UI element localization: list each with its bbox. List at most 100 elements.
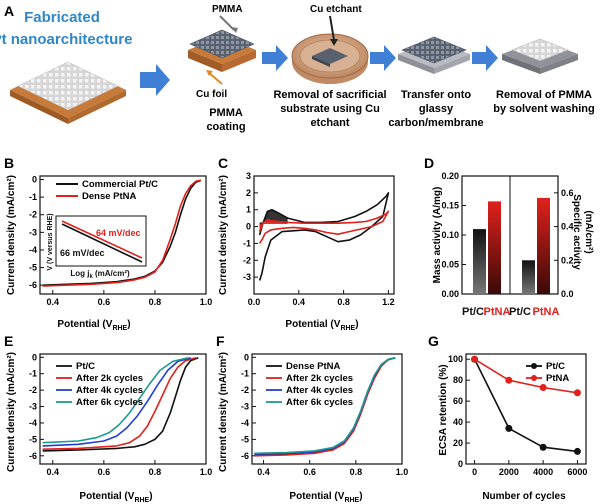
y-tick-label: 0 — [458, 459, 463, 469]
plot-frame — [39, 175, 207, 295]
panel-d-ylabel-right: Specific activity — [571, 194, 582, 270]
panel-f-label: F — [216, 333, 225, 349]
legend-dense-ptna: Dense PtNA — [82, 191, 137, 202]
panel-f-ylabel: Current density (mA/cm²) — [218, 352, 229, 472]
panel-d-cat-ptna-right: PtNA — [533, 306, 560, 318]
inset-slope-ptna: 64 mV/dec — [96, 228, 141, 238]
y-tick-label: -4 — [29, 418, 37, 428]
step3-caption-line3: carbon/membrane — [388, 117, 483, 129]
x-tick-label: 0.4 — [47, 297, 60, 307]
y-tick-label: 80 — [453, 375, 463, 385]
panel-b-axes: 0.4 0.6 0.8 1.0 0 -1 -2 -3 -4 -5 -6 — [29, 175, 212, 307]
data-point — [539, 443, 547, 451]
panel-g: G 0 2000 4000 6000 0 20 40 60 80 100 ECSA retenti… — [428, 333, 587, 502]
x-tick-label: 1.0 — [200, 467, 213, 477]
series-line-after-2k-cycles — [254, 357, 396, 457]
panel-g-ylabel: ECSA retention (%) — [438, 364, 449, 455]
panel-b-xlabel: Potential (VRHE) — [57, 319, 130, 332]
panel-a-title-line1: Fabricated — [24, 9, 100, 26]
plot-frame — [465, 353, 587, 465]
y-tick-label: -6 — [29, 451, 37, 461]
y-tick-label: 3 — [246, 171, 251, 181]
panel-c-axes: 0.0 0.4 0.8 1.2 3 2 1 0 -1 -2 -3 — [243, 171, 395, 307]
y-tick-label: -3 — [243, 272, 251, 282]
legend-label: After 2k cycles — [286, 373, 353, 384]
panel-c: C 0.0 0.4 0.8 1.2 3 2 1 0 -1 -2 -3 Current density… — [218, 155, 395, 332]
pointer-arrowhead-icon — [231, 27, 238, 33]
pmma-label: PMMA — [212, 4, 243, 15]
step4-caption-line1: Removal of PMMA — [496, 89, 592, 101]
pointer-arrowhead-icon — [330, 39, 338, 46]
y-tick-label: -3 — [29, 402, 37, 412]
x-tick-label: 0.8 — [350, 467, 363, 477]
y-tick-label: 100 — [448, 354, 463, 364]
series-line-commercial-pt-c — [42, 179, 202, 286]
bar-specific-activity-ptc — [522, 260, 535, 294]
inset-xlabel: Log jk (mA/cm²) — [70, 269, 130, 280]
legend-label: After 6k cycles — [286, 397, 353, 408]
panel-e: E 0.4 0.6 0.8 1.0 0 -1 -2 -3 -4 -5 -6 Current dens… — [4, 333, 212, 504]
series-line-after-2k-cycles — [42, 357, 197, 450]
y-tick-label-right: 0.6 — [561, 188, 574, 198]
arrow-icon — [140, 64, 170, 96]
x-tick-label: 0.6 — [98, 297, 111, 307]
y-tick-label: -6 — [241, 451, 249, 461]
bar-mass-activity-ptc — [473, 229, 486, 294]
petri-dish-illustration — [291, 33, 369, 84]
panel-a: A Fabricated Pt nanoarchitecture PMMA Cu… — [0, 3, 595, 133]
y-tick-label-right: 0.4 — [561, 222, 574, 232]
panel-c-xlabel: Potential (VRHE) — [285, 319, 358, 332]
x-tick-label: 0.0 — [248, 297, 261, 307]
x-tick-label: 0.6 — [98, 467, 111, 477]
step3-caption-line2: glassy — [419, 103, 454, 115]
inset-slope-ptc: 66 mV/dec — [60, 248, 105, 258]
series-line-ptna — [474, 358, 578, 394]
panel-b-inset: 64 mV/dec 66 mV/dec Log jk (mA/cm²) V (V… — [47, 213, 147, 280]
panel-b-ylabel: Current density (mA/cm²) — [6, 175, 17, 295]
panel-a-title-line2: Pt nanoarchitecture — [0, 31, 132, 48]
x-tick-label: 4000 — [533, 467, 553, 477]
y-tick-label-right: 0.2 — [561, 255, 574, 265]
pt-nanoarchitecture-illustration — [10, 61, 126, 124]
arrow-icon — [472, 45, 498, 71]
y-tick-label-left: 0.05 — [441, 260, 459, 270]
x-tick-label: 1.0 — [396, 467, 409, 477]
data-point — [471, 355, 479, 363]
x-tick-label: 1.2 — [382, 297, 395, 307]
y-tick-label: -4 — [29, 245, 37, 255]
legend-label: After 2k cycles — [76, 373, 143, 384]
y-tick-label: -4 — [241, 418, 249, 428]
panel-g-axes: 0 2000 4000 6000 0 20 40 60 80 100 — [448, 353, 587, 477]
panel-d-label: D — [424, 155, 434, 171]
y-tick-label: -6 — [29, 280, 37, 290]
shaded-hupd-region-ptna — [259, 219, 288, 232]
panel-f-xlabel: Potential (VRHE) — [289, 491, 362, 504]
panel-d-ylabel-right-unit: (mA/cm²) — [583, 210, 594, 253]
y-tick-label: 60 — [453, 396, 463, 406]
x-tick-label: 2000 — [499, 467, 519, 477]
legend-label: After 4k cycles — [286, 385, 353, 396]
x-tick-label: 0.4 — [47, 467, 60, 477]
y-tick-label: -1 — [243, 238, 251, 248]
step2-caption-line2: substrate using Cu — [280, 103, 380, 115]
y-tick-label: 0 — [246, 222, 251, 232]
x-tick-label: 6000 — [567, 467, 587, 477]
step4-caption-line2: by solvent washing — [493, 103, 594, 115]
panel-d-cat-ptc-right: Pt/C — [509, 306, 531, 318]
y-tick-label: 1 — [246, 205, 251, 215]
step1-caption-line1: PMMA — [209, 107, 243, 119]
plot-frame — [251, 353, 403, 465]
pointer-arrowhead-icon — [206, 70, 213, 76]
bar-mass-activity-ptna — [488, 201, 501, 294]
series-line-pt-c — [42, 357, 199, 452]
series-line-dense-ptna — [42, 179, 202, 287]
legend-commercial-ptc: Commercial Pt/C — [82, 179, 158, 190]
y-tick-label: -3 — [29, 227, 37, 237]
series-line-pt-c — [473, 358, 578, 453]
step2-caption-line1: Removal of sacrificial — [273, 89, 386, 101]
y-tick-label: -5 — [29, 434, 37, 444]
data-point — [539, 384, 547, 392]
